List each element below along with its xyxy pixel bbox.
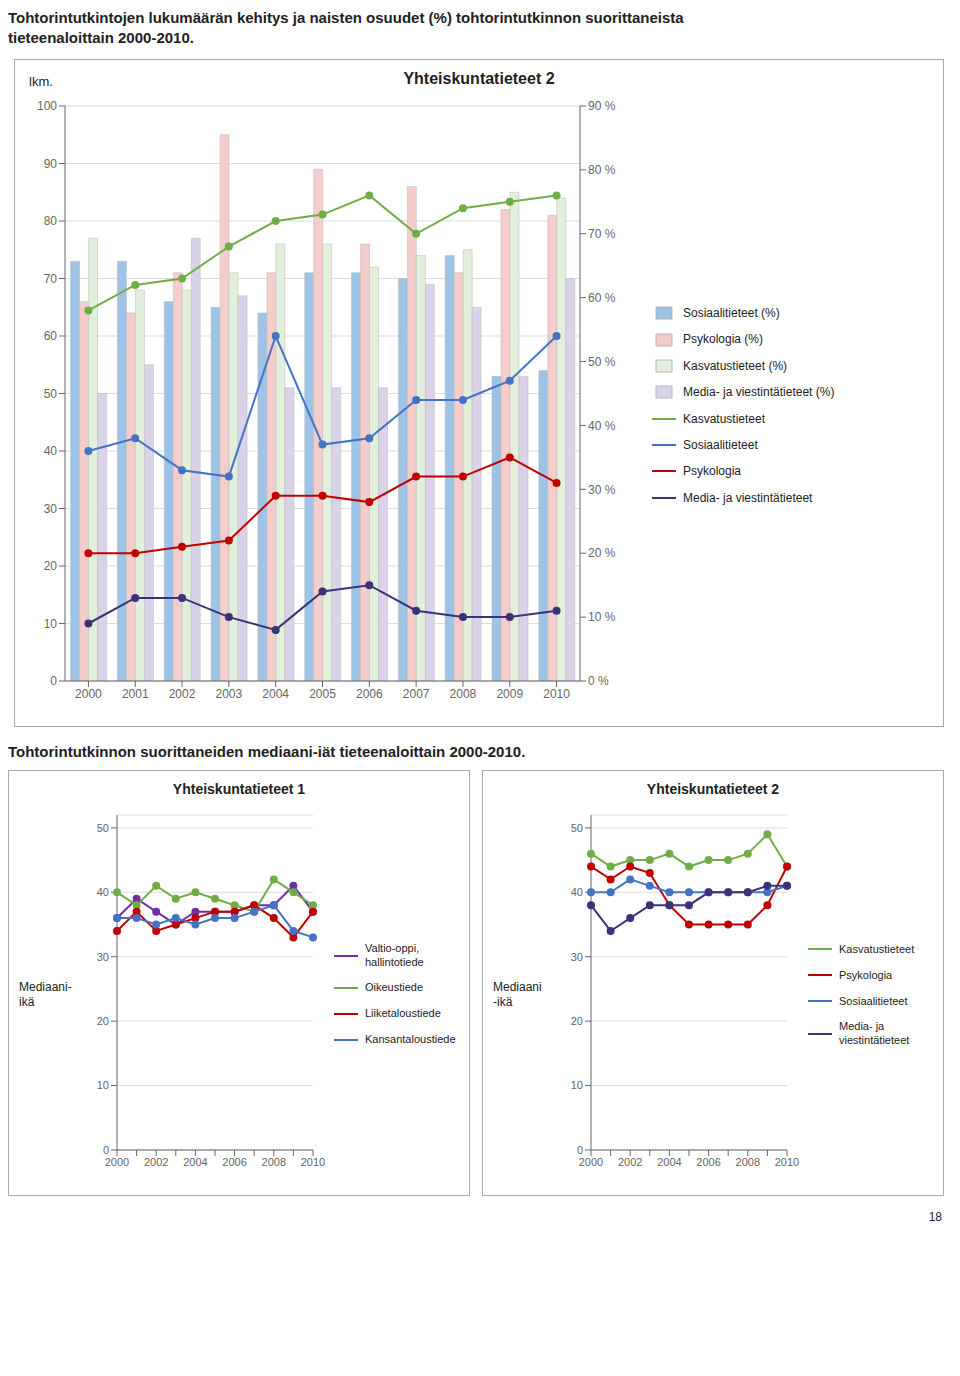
- svg-text:70 %: 70 %: [588, 227, 616, 241]
- svg-text:2006: 2006: [696, 1155, 720, 1167]
- svg-text:50: 50: [571, 821, 583, 833]
- svg-text:2009: 2009: [496, 686, 523, 700]
- html-text:Mediaani -ikä: Mediaani -ikä: [493, 980, 542, 1009]
- html-text:Media- ja viestintätieteet: Media- ja viestintätieteet: [839, 1020, 910, 1046]
- html-text:Media- ja viestintätieteet: Media- ja viestintätieteet: [683, 490, 813, 505]
- svg-text:2010: 2010: [301, 1155, 325, 1167]
- svg-text:2004: 2004: [183, 1155, 207, 1167]
- svg-text:10: 10: [571, 1079, 583, 1091]
- svg-text:60 %: 60 %: [588, 290, 616, 304]
- html-text:tieteenaloittain 2000-2010.: tieteenaloittain 2000-2010.: [8, 29, 194, 47]
- html-text:Psykologia (%): Psykologia (%): [683, 332, 763, 347]
- html-text:Sosiaalitieteet (%): Sosiaalitieteet (%): [683, 305, 780, 320]
- html-text:Mediaani- ikä: Mediaani- ikä: [19, 980, 72, 1009]
- svg-text:40: 40: [571, 886, 583, 898]
- html-text:Yhteiskuntatieteet 2: Yhteiskuntatieteet 2: [403, 69, 555, 87]
- html-text:Sosiaalitieteet: Sosiaalitieteet: [839, 994, 908, 1007]
- svg-text:40 %: 40 %: [588, 418, 616, 432]
- svg-text:10: 10: [97, 1079, 109, 1091]
- svg-text:2002: 2002: [169, 686, 196, 700]
- svg-text:30: 30: [571, 950, 583, 962]
- svg-text:2008: 2008: [736, 1155, 760, 1167]
- svg-text:0 %: 0 %: [588, 674, 609, 688]
- svg-text:2004: 2004: [657, 1155, 681, 1167]
- svg-text:2007: 2007: [403, 686, 430, 700]
- svg-text:20: 20: [571, 1015, 583, 1027]
- svg-text:2002: 2002: [618, 1155, 642, 1167]
- svg-text:20: 20: [97, 1015, 109, 1027]
- html-text:18: 18: [928, 1209, 942, 1224]
- svg-text:80: 80: [44, 214, 58, 228]
- html-text:Sosiaalitieteet: Sosiaalitieteet: [683, 437, 758, 452]
- svg-text:90 %: 90 %: [588, 99, 616, 113]
- html-text:Liiketaloustiede: Liiketaloustiede: [365, 1007, 441, 1020]
- svg-text:60: 60: [44, 329, 58, 343]
- svg-text:50: 50: [44, 386, 58, 400]
- svg-text:2002: 2002: [144, 1155, 168, 1167]
- svg-text:90: 90: [44, 156, 58, 170]
- html-text:Tohtorintutkinnon suorittaneid: Tohtorintutkinnon suorittaneiden mediaan…: [8, 742, 526, 760]
- svg-text:50: 50: [97, 821, 109, 833]
- svg-text:0: 0: [577, 1143, 583, 1155]
- svg-text:2001: 2001: [122, 686, 149, 700]
- html-text:Media- ja viestintätieteet (%): Media- ja viestintätieteet (%): [683, 385, 835, 400]
- svg-text:2006: 2006: [222, 1155, 246, 1167]
- html-text:lkm.: lkm.: [29, 73, 53, 89]
- svg-text:2006: 2006: [356, 686, 383, 700]
- svg-text:0: 0: [103, 1143, 109, 1155]
- html-text:Valtio-oppi, hallintotiede: Valtio-oppi, hallintotiede: [365, 942, 424, 968]
- html-text:Kasvatustieteet: Kasvatustieteet: [683, 411, 766, 426]
- svg-text:0: 0: [50, 674, 57, 688]
- svg-text:10: 10: [44, 616, 58, 630]
- svg-text:70: 70: [44, 271, 58, 285]
- svg-text:30: 30: [97, 950, 109, 962]
- svg-text:100: 100: [37, 99, 57, 113]
- svg-text:20 %: 20 %: [588, 546, 616, 560]
- html-text:Yhteiskuntatieteet 2: Yhteiskuntatieteet 2: [646, 780, 780, 797]
- svg-text:40: 40: [97, 886, 109, 898]
- html-text:Kansantaloustiede: Kansantaloustiede: [365, 1033, 456, 1046]
- svg-text:2000: 2000: [105, 1155, 129, 1167]
- html-text:Psykologia: Psykologia: [683, 464, 741, 479]
- html-text:Kasvatustieteet: Kasvatustieteet: [839, 942, 915, 955]
- html-text:Kasvatustieteet (%): Kasvatustieteet (%): [683, 358, 787, 373]
- svg-text:30 %: 30 %: [588, 482, 616, 496]
- html-text:Tohtorintutkintojen lukumäärän: Tohtorintutkintojen lukumäärän kehitys j…: [8, 9, 684, 26]
- svg-text:2004: 2004: [262, 686, 289, 700]
- svg-text:50 %: 50 %: [588, 354, 616, 368]
- svg-text:20: 20: [44, 559, 58, 573]
- svg-text:2010: 2010: [775, 1155, 799, 1167]
- svg-text:30: 30: [44, 501, 58, 515]
- html-text:Oikeustiede: Oikeustiede: [365, 981, 424, 994]
- svg-text:2000: 2000: [579, 1155, 603, 1167]
- svg-text:80 %: 80 %: [588, 163, 616, 177]
- svg-text:40: 40: [44, 444, 58, 458]
- svg-text:2003: 2003: [216, 686, 243, 700]
- svg-text:2000: 2000: [75, 686, 102, 700]
- svg-text:2008: 2008: [450, 686, 477, 700]
- html-text:Psykologia: Psykologia: [839, 968, 893, 981]
- svg-text:10 %: 10 %: [588, 610, 616, 624]
- svg-text:2008: 2008: [262, 1155, 286, 1167]
- html-text:Yhteiskuntatieteet 1: Yhteiskuntatieteet 1: [172, 780, 306, 797]
- svg-text:2010: 2010: [543, 686, 570, 700]
- svg-text:2005: 2005: [309, 686, 336, 700]
